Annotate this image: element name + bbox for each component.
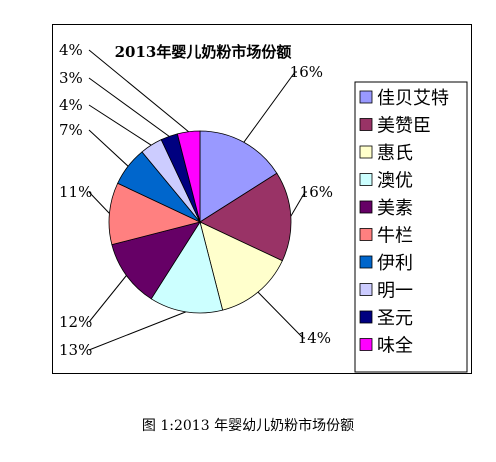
- legend-swatch: [359, 228, 373, 241]
- slice-10: [176, 130, 201, 223]
- leader-line: [88, 191, 110, 214]
- value-label: 16%: [290, 63, 323, 81]
- legend-label: 圣元: [377, 308, 413, 329]
- legend-swatch: [359, 283, 373, 296]
- legend-swatch: [359, 118, 373, 131]
- chart-frame: 16% 16% 14% 13% 12% 11% 7% 4% 3% 4% 2013年婴儿奶粉市场份额…: [52, 24, 472, 374]
- leader-line: [257, 291, 305, 339]
- value-label: 16%: [300, 183, 333, 201]
- leader-lines: [88, 49, 307, 351]
- legend-label: 美素: [377, 198, 413, 219]
- leader-line: [88, 104, 152, 146]
- legend-box: [354, 81, 468, 373]
- legend-label: 明一: [377, 281, 413, 302]
- legend-label: 佳贝艾特: [377, 88, 449, 109]
- value-label: 3%: [59, 69, 83, 87]
- leader-line: [88, 129, 129, 167]
- leader-line: [88, 77, 170, 137]
- legend-swatch: [359, 338, 373, 351]
- legend-swatch: [359, 310, 373, 324]
- legend-swatch: [359, 145, 373, 159]
- legend-label: 美赞臣: [377, 116, 431, 137]
- leader-line: [243, 71, 297, 143]
- value-label: 13%: [59, 341, 92, 359]
- leader-line: [88, 275, 127, 323]
- value-label: 11%: [59, 183, 92, 201]
- slice-5: [111, 221, 201, 300]
- value-label: 14%: [298, 329, 331, 347]
- leader-line: [88, 49, 189, 133]
- value-label: 7%: [59, 121, 83, 139]
- value-labels: 16% 16% 14% 13% 12% 11% 7% 4% 3% 4%: [59, 41, 333, 359]
- pie-slices: [108, 130, 292, 314]
- legend-label: 澳优: [377, 171, 413, 192]
- leader-line: [88, 311, 186, 351]
- legend-swatch: [359, 200, 373, 214]
- legend-label: 牛栏: [377, 226, 413, 247]
- legend-label: 伊利: [377, 253, 413, 274]
- legend-label: 惠氏: [377, 143, 413, 164]
- slice-3: [199, 221, 283, 311]
- leader-line: [290, 191, 307, 217]
- chart-title: 2013年婴儿奶粉市场份额: [115, 43, 292, 61]
- legend-swatch: [359, 173, 373, 186]
- legend-label: 味全: [377, 336, 413, 357]
- value-label: 4%: [59, 96, 83, 114]
- value-label: 4%: [59, 41, 83, 59]
- pie-chart: 16% 16% 14% 13% 12% 11% 7% 4% 3% 4% 2013年婴儿奶粉市场份额…: [59, 41, 468, 373]
- legend-swatch: [359, 90, 373, 104]
- figure-caption: 图 1:2013 年婴幼儿奶粉市场份额: [141, 418, 355, 434]
- value-label: 12%: [59, 313, 92, 331]
- legend-swatch: [359, 255, 373, 269]
